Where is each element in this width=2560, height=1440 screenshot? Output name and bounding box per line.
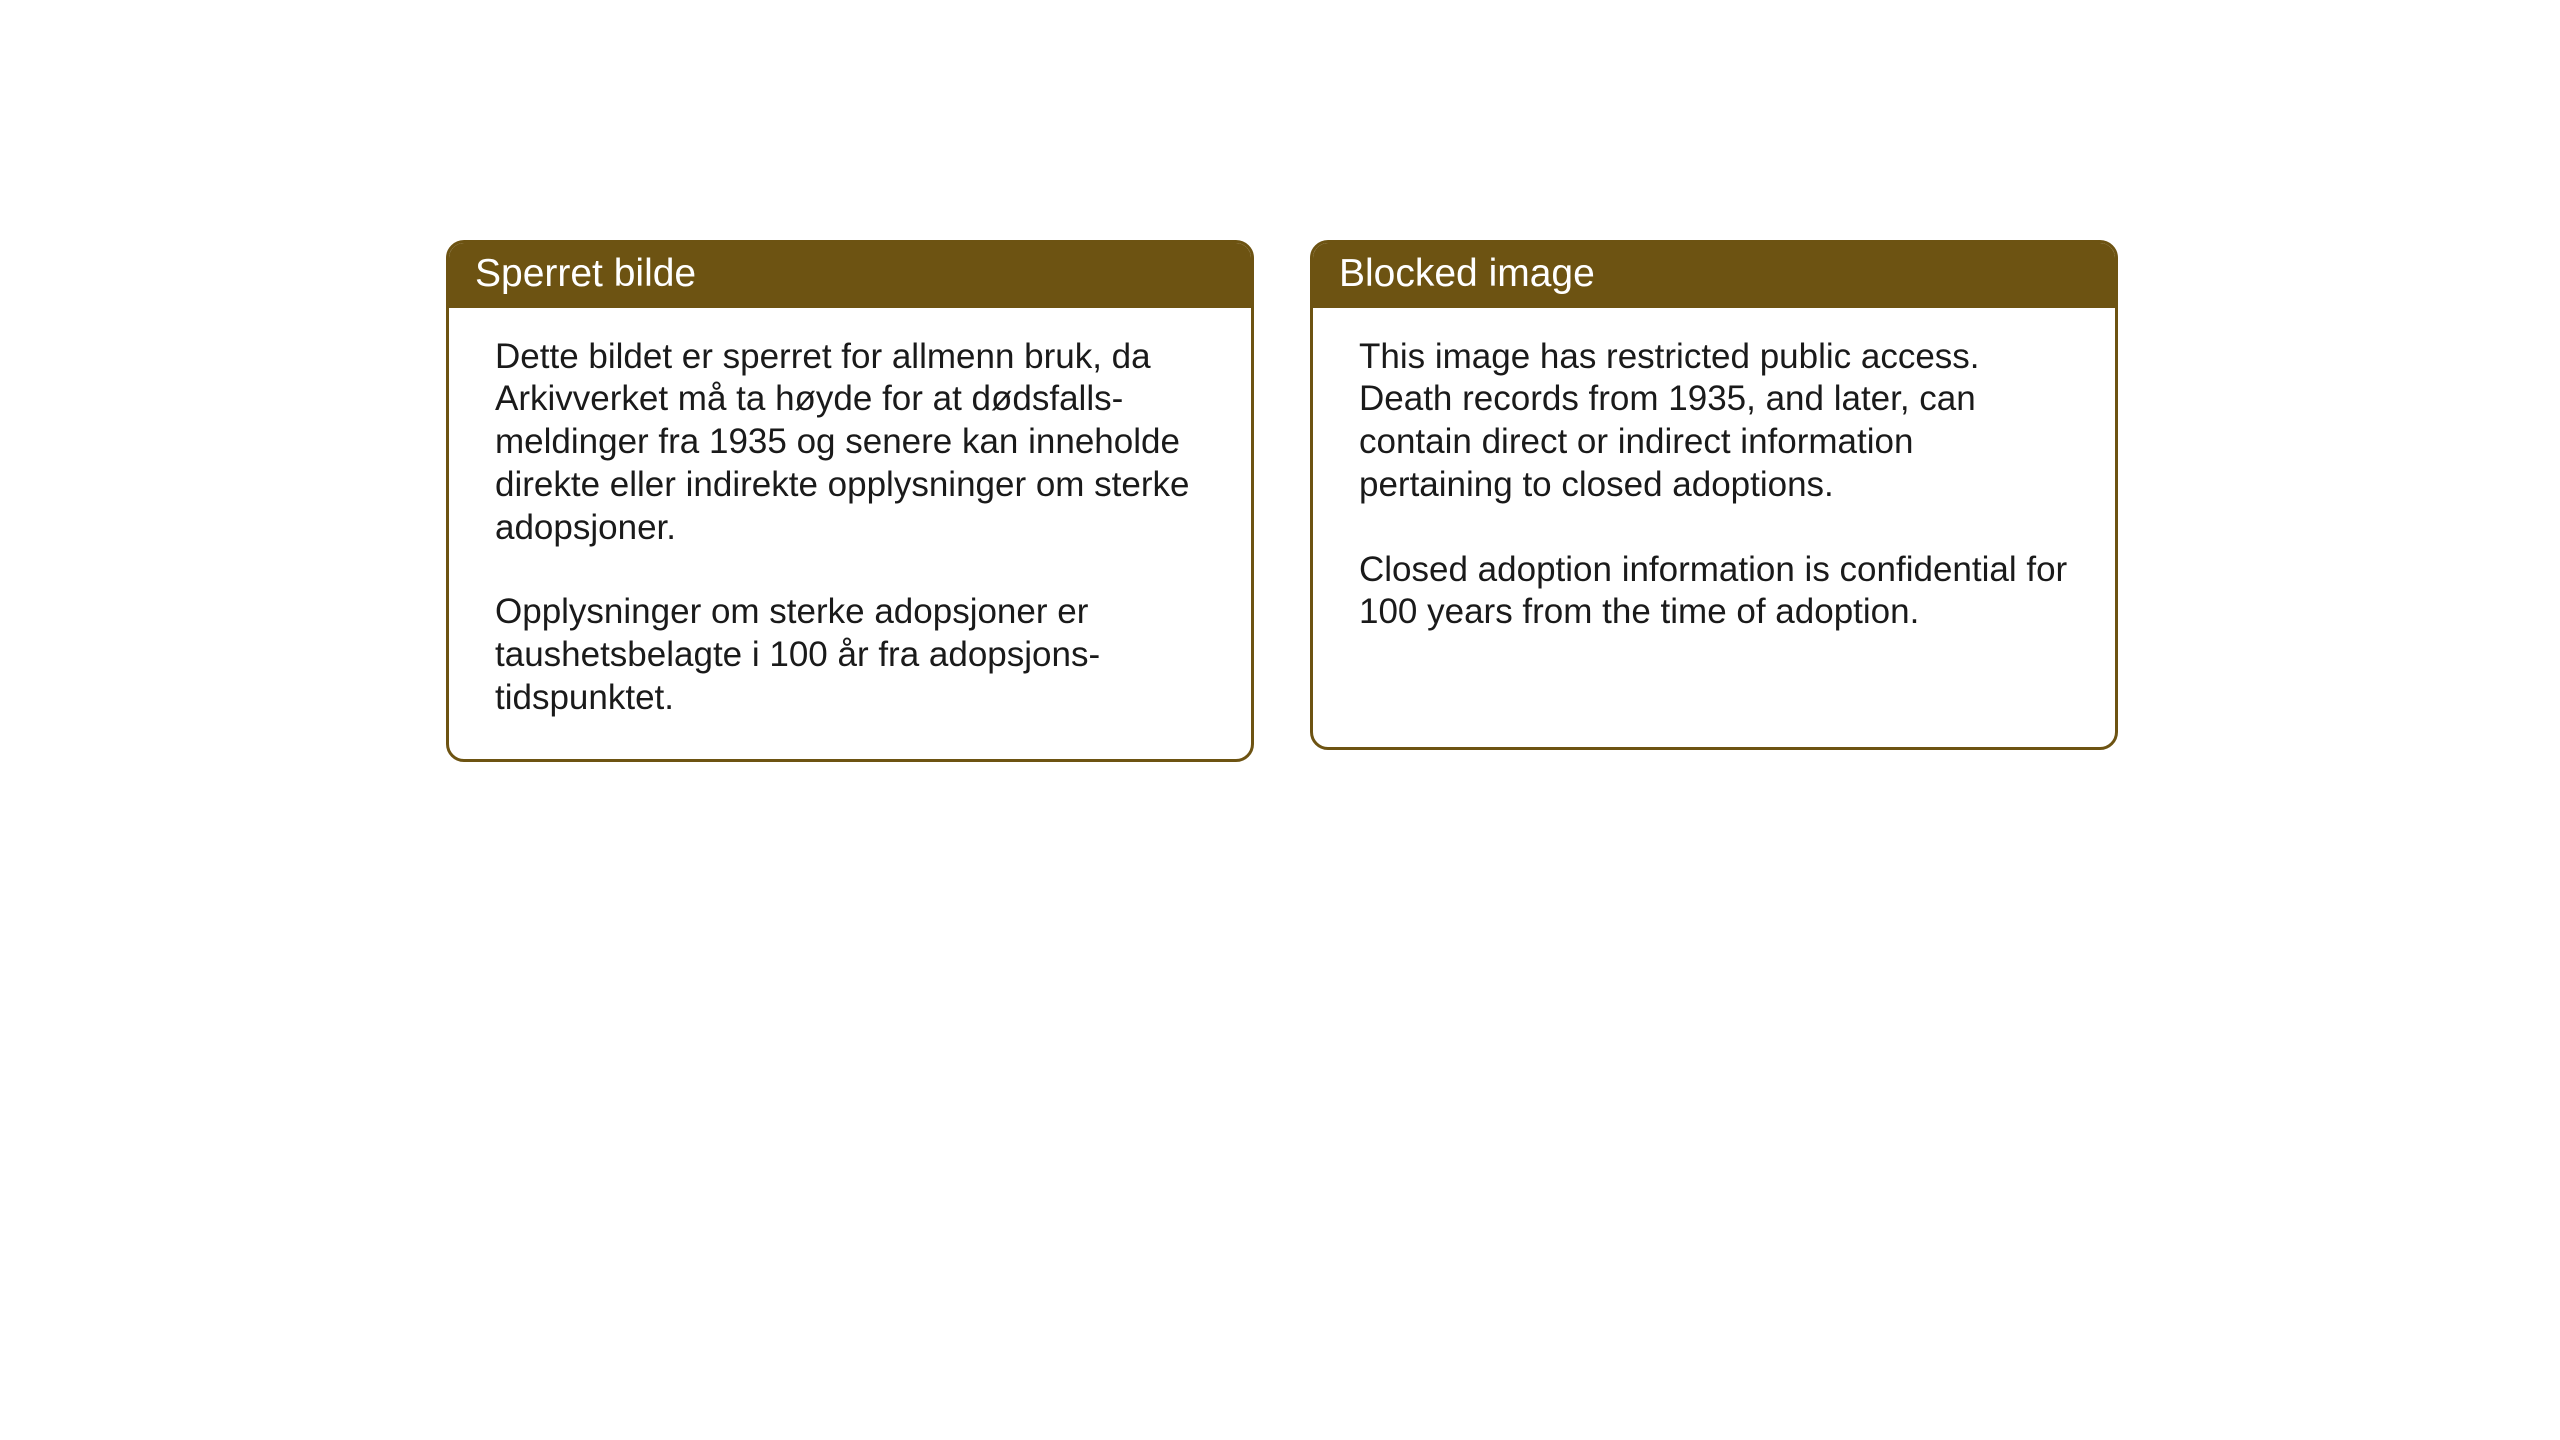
notice-title-english: Blocked image — [1339, 252, 1595, 295]
notice-paragraph-1-english: This image has restricted public access.… — [1359, 336, 2075, 507]
notice-container: Sperret bilde Dette bildet er sperret fo… — [446, 240, 2118, 762]
notice-card-norwegian: Sperret bilde Dette bildet er sperret fo… — [446, 240, 1254, 762]
notice-paragraph-2-english: Closed adoption information is confident… — [1359, 549, 2075, 634]
notice-paragraph-1-norwegian: Dette bildet er sperret for allmenn bruk… — [495, 336, 1211, 549]
notice-header-english: Blocked image — [1313, 243, 2115, 308]
notice-header-norwegian: Sperret bilde — [449, 243, 1251, 308]
notice-body-norwegian: Dette bildet er sperret for allmenn bruk… — [449, 308, 1251, 760]
notice-paragraph-2-norwegian: Opplysninger om sterke adopsjoner er tau… — [495, 591, 1211, 719]
notice-title-norwegian: Sperret bilde — [475, 252, 696, 295]
notice-body-english: This image has restricted public access.… — [1313, 308, 2115, 747]
notice-card-english: Blocked image This image has restricted … — [1310, 240, 2118, 750]
